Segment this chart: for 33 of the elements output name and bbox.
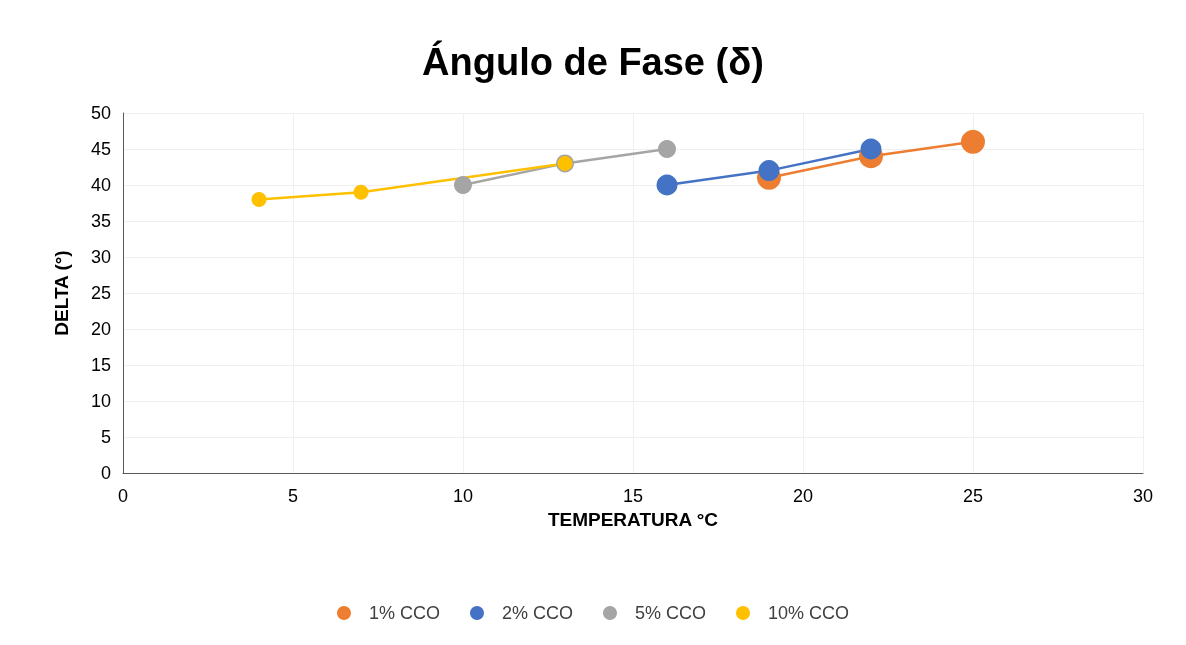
point — [658, 140, 676, 158]
y-tick-label: 10 — [90, 391, 111, 411]
legend-label: 10% CCO — [768, 603, 850, 623]
x-tick-label: 15 — [622, 486, 644, 506]
y-tick-label: 45 — [90, 139, 111, 159]
y-tick-label: 25 — [90, 283, 111, 303]
point — [353, 184, 369, 200]
y-tick-label: 50 — [90, 103, 111, 123]
x-tick-label: 30 — [1132, 486, 1154, 506]
y-tick-label: 30 — [90, 247, 111, 267]
chart-title: Ángulo de Fase (δ) — [422, 40, 764, 83]
x-tick-label: 5 — [287, 486, 299, 506]
legend-label: 2% CCO — [501, 603, 573, 623]
y-tick-label: 0 — [100, 463, 111, 483]
x-tick-label: 20 — [792, 486, 814, 506]
x-axis-title: TEMPERATURA °C — [547, 508, 719, 530]
y-tick-label: 40 — [90, 175, 111, 195]
legend-label: 5% CCO — [634, 603, 707, 623]
x-tick-label: 25 — [962, 486, 984, 506]
y-tick-label: 35 — [90, 211, 111, 231]
point — [860, 138, 882, 160]
point — [454, 176, 472, 194]
point — [251, 191, 267, 207]
x-tick-label: 0 — [117, 486, 129, 506]
y-tick-label: 15 — [90, 355, 111, 375]
x-tick-label: 10 — [452, 486, 474, 506]
point — [961, 129, 985, 154]
y-tick-label: 5 — [100, 427, 111, 447]
y-axis-title: DELTA (°) — [51, 250, 72, 336]
legend-label: 1% CCO — [368, 603, 440, 623]
y-tick-label: 20 — [90, 319, 111, 339]
point — [758, 160, 780, 182]
point — [656, 174, 678, 196]
